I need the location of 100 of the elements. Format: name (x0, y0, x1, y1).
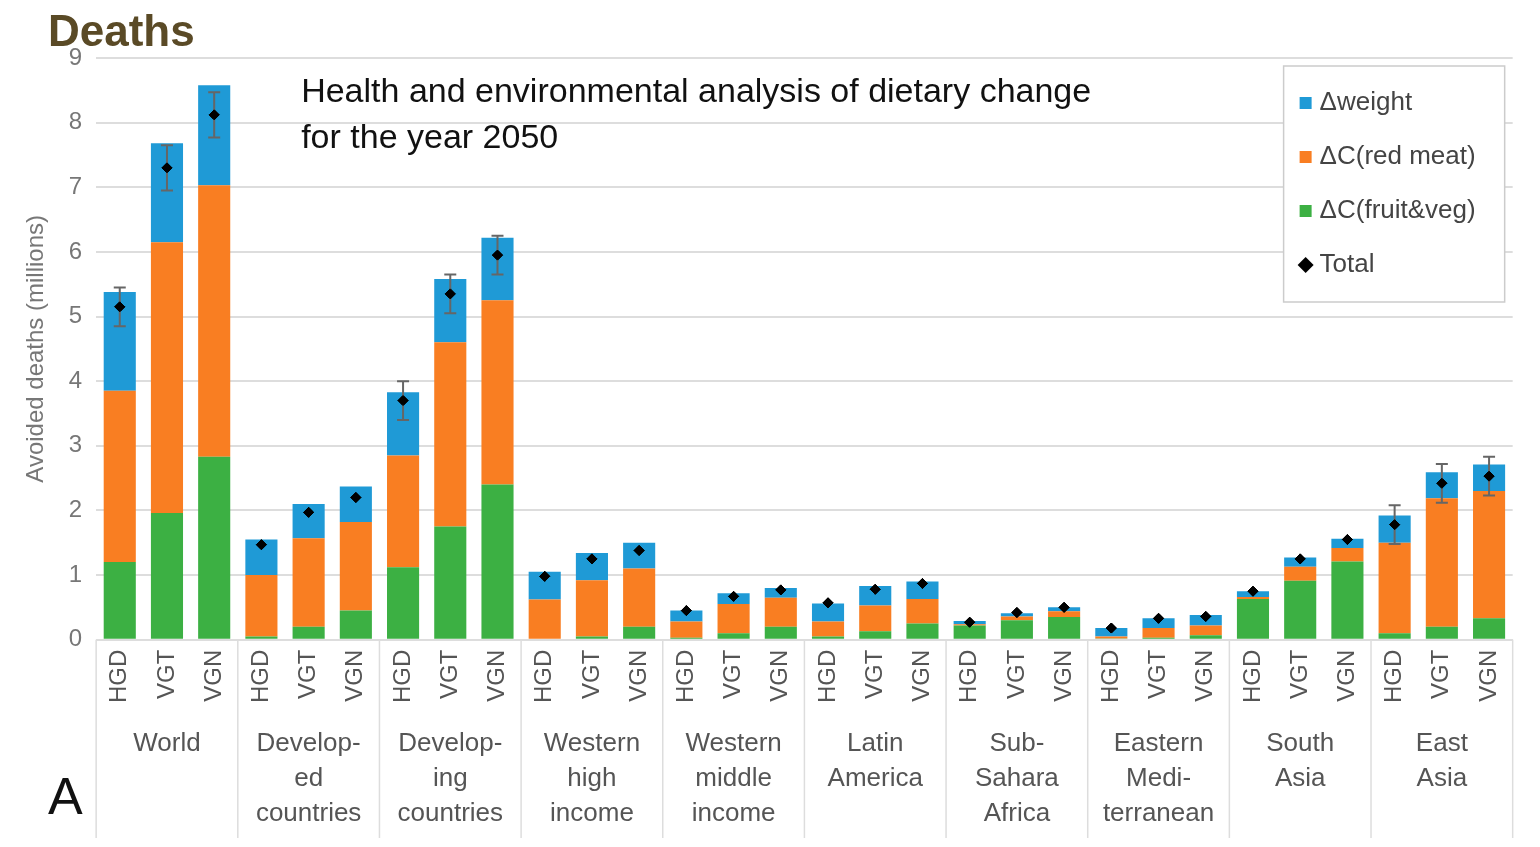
point (1294, 553, 1306, 565)
point (492, 249, 503, 261)
bar (670, 610, 703, 622)
bar (811, 636, 845, 639)
x-tick-label: VGT (293, 649, 321, 700)
x-tick-label: HGD (104, 649, 132, 704)
bar (481, 484, 514, 639)
bar (292, 538, 325, 627)
point (1247, 585, 1259, 597)
x-tick-label: HGD (1095, 649, 1123, 704)
y-tick-label: 4 (68, 365, 83, 393)
y-tick-label: 6 (68, 236, 83, 264)
bar (764, 597, 797, 627)
x-tick-label: VGN (1190, 649, 1218, 702)
bar (1189, 625, 1222, 636)
bar (339, 522, 372, 611)
bar (1236, 598, 1270, 639)
text: A (48, 767, 83, 826)
point (1011, 607, 1023, 619)
point (444, 288, 456, 300)
bar (339, 486, 372, 523)
bar (103, 291, 136, 391)
x-tick-label: HGD (1379, 649, 1407, 704)
point (1200, 610, 1212, 622)
x-tick-label: VGN (1048, 649, 1076, 702)
bar (528, 599, 561, 639)
x-tick-label: VGT (859, 649, 887, 700)
bar (1425, 626, 1458, 639)
text: East Asia (1415, 727, 1469, 793)
bar (1000, 620, 1033, 639)
bar (198, 185, 231, 457)
text: South Asia (1266, 727, 1335, 793)
bar (150, 143, 184, 243)
bar (1284, 566, 1317, 581)
text: Health and environmental analysis of dietary change for the year 2050 (301, 71, 1092, 156)
x-tick-label: VGN (623, 649, 651, 702)
bar (1331, 547, 1364, 562)
bar (1000, 616, 1033, 621)
bar (811, 603, 845, 622)
bar (1473, 618, 1506, 639)
point (728, 590, 740, 602)
bar (1048, 611, 1081, 618)
bar (1189, 635, 1222, 639)
x-tick-label: VGT (434, 649, 462, 700)
point (1341, 533, 1353, 545)
bar (198, 85, 231, 186)
point (916, 577, 928, 589)
x-tick-label: VGN (340, 649, 368, 702)
bar (434, 279, 467, 343)
x-tick-label: VGT (576, 649, 604, 700)
point (161, 162, 173, 174)
bar (434, 526, 467, 639)
bar (387, 392, 420, 456)
point (1153, 612, 1165, 624)
x-tick-label: HGD (387, 649, 415, 704)
text: Western high income (543, 727, 641, 828)
bar (292, 626, 325, 639)
point (114, 301, 126, 313)
bar (387, 567, 420, 639)
point (303, 506, 315, 518)
y-tick-label: 5 (68, 301, 83, 329)
bar (292, 503, 325, 539)
text: Develop- ed countries (255, 727, 362, 828)
bar (150, 512, 184, 639)
y-tick-label: 1 (68, 559, 83, 587)
point (1058, 601, 1070, 613)
bar (811, 621, 845, 637)
bar (245, 539, 278, 576)
bar (764, 626, 797, 639)
bar (1331, 561, 1364, 639)
x-tick-label: HGD (246, 649, 274, 704)
x-tick-label: VGN (765, 649, 793, 702)
text: Western middle income (685, 727, 782, 828)
point (255, 539, 267, 551)
x-tick-label: VGT (1143, 649, 1171, 700)
bar (670, 621, 703, 638)
point (775, 584, 787, 596)
bar (859, 631, 892, 639)
bar (1142, 628, 1175, 638)
bar (623, 542, 656, 569)
bar (481, 300, 514, 485)
legend-label: Total (1319, 248, 1375, 279)
y-tick-label: 2 (68, 495, 83, 523)
bar (953, 625, 986, 639)
bar (623, 626, 656, 639)
bar (198, 456, 231, 639)
bar (103, 562, 136, 639)
x-tick-label: VGN (198, 649, 226, 702)
x-tick-label: VGN (482, 649, 510, 702)
bar (575, 636, 608, 639)
bar (906, 623, 939, 639)
point (869, 583, 881, 595)
bar (575, 553, 608, 581)
point (397, 395, 409, 407)
bar (103, 390, 136, 563)
point (586, 553, 598, 565)
bar (1284, 580, 1317, 639)
bar (528, 571, 561, 600)
bar (1425, 498, 1458, 627)
point (964, 616, 976, 628)
